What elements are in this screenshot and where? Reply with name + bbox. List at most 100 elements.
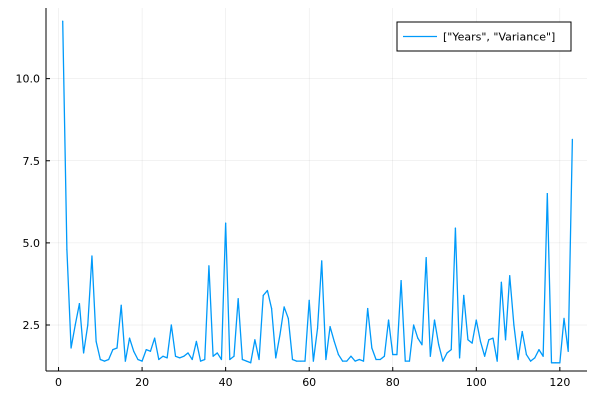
- x-tick-label: 100: [466, 376, 487, 389]
- data-point: [396, 353, 398, 356]
- data-point: [300, 360, 302, 362]
- data-point: [183, 355, 185, 357]
- data-point: [375, 358, 377, 361]
- data-point: [70, 347, 72, 349]
- data-point: [316, 327, 319, 329]
- data-point: [400, 280, 402, 282]
- series-layer: [62, 20, 574, 364]
- data-point: [413, 324, 415, 326]
- data-point: [162, 355, 164, 357]
- data-point: [78, 303, 81, 305]
- data-point: [417, 337, 419, 339]
- data-point: [321, 260, 323, 262]
- data-point: [158, 358, 160, 361]
- data-point: [525, 353, 528, 356]
- data-point: [534, 357, 536, 359]
- data-point: [408, 360, 411, 362]
- data-point: [429, 355, 431, 357]
- data-point: [74, 324, 76, 326]
- data-point: [262, 294, 264, 297]
- data-point: [559, 362, 561, 364]
- data-point: [225, 222, 227, 224]
- data-point: [513, 324, 515, 326]
- data-point: [120, 304, 122, 306]
- x-tick-label: 120: [549, 376, 570, 389]
- data-point: [283, 306, 285, 308]
- data-point: [112, 349, 114, 351]
- data-point: [325, 358, 327, 361]
- data-point: [458, 357, 461, 359]
- data-point: [245, 360, 248, 362]
- data-point: [371, 347, 373, 349]
- data-point: [521, 330, 523, 333]
- data-point: [266, 289, 269, 292]
- data-point: [387, 319, 390, 321]
- data-point: [99, 358, 101, 361]
- data-point: [270, 307, 273, 310]
- y-tick-label: 7.5: [23, 155, 41, 168]
- data-point: [275, 357, 277, 359]
- data-point: [229, 358, 231, 361]
- data-point: [467, 339, 469, 341]
- data-point: [103, 360, 106, 362]
- data-point: [187, 352, 189, 354]
- data-point: [62, 20, 64, 22]
- data-point: [425, 257, 427, 259]
- data-point: [304, 360, 306, 362]
- data-point: [66, 248, 68, 251]
- data-point: [433, 319, 436, 321]
- data-point: [442, 360, 444, 362]
- y-tick-label: 2.5: [23, 319, 41, 332]
- data-point: [492, 337, 494, 339]
- x-tick-label: 0: [55, 376, 62, 389]
- data-point: [199, 360, 202, 362]
- data-point: [337, 353, 340, 356]
- data-point: [500, 281, 502, 283]
- data-point: [362, 360, 365, 362]
- data-point: [333, 340, 335, 343]
- data-point: [254, 339, 256, 341]
- x-tick-label: 40: [219, 376, 233, 389]
- data-point: [87, 324, 89, 326]
- data-point: [291, 358, 294, 361]
- data-point: [166, 357, 168, 359]
- data-point: [191, 358, 193, 361]
- data-point: [137, 358, 139, 361]
- data-point: [212, 355, 214, 357]
- data-point: [496, 360, 498, 362]
- data-point: [279, 334, 281, 336]
- data-point: [517, 358, 519, 361]
- data-point: [421, 344, 423, 346]
- data-point: [488, 339, 490, 341]
- data-point: [124, 360, 126, 362]
- data-point: [367, 307, 369, 310]
- data-point: [128, 337, 131, 339]
- data-point: [463, 294, 465, 297]
- data-point: [250, 362, 252, 364]
- data-point: [346, 360, 348, 362]
- series-line: [62, 21, 574, 364]
- data-point: [454, 227, 457, 229]
- data-point: [312, 360, 314, 362]
- data-point: [220, 358, 223, 361]
- data-point: [258, 358, 260, 361]
- data-point: [237, 298, 239, 300]
- data-point: [95, 340, 97, 343]
- data-point: [358, 358, 360, 361]
- data-point: [308, 299, 310, 301]
- data-point: [204, 358, 206, 361]
- y-tick-label: 10.0: [16, 73, 41, 86]
- legend-label: ["Years", "Variance"]: [443, 31, 555, 44]
- data-point: [383, 355, 385, 357]
- data-point: [542, 355, 544, 357]
- grid: [46, 8, 587, 371]
- data-point: [141, 360, 143, 362]
- data-point: [329, 326, 331, 328]
- data-point: [350, 355, 352, 357]
- data-point: [233, 355, 235, 357]
- x-tick-label: 80: [386, 376, 400, 389]
- data-point: [179, 357, 181, 359]
- data-point: [504, 339, 507, 341]
- data-point: [484, 355, 486, 357]
- data-point: [571, 138, 573, 141]
